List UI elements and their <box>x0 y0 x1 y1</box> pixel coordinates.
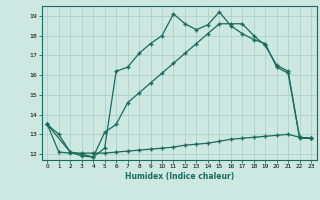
X-axis label: Humidex (Indice chaleur): Humidex (Indice chaleur) <box>124 172 234 181</box>
